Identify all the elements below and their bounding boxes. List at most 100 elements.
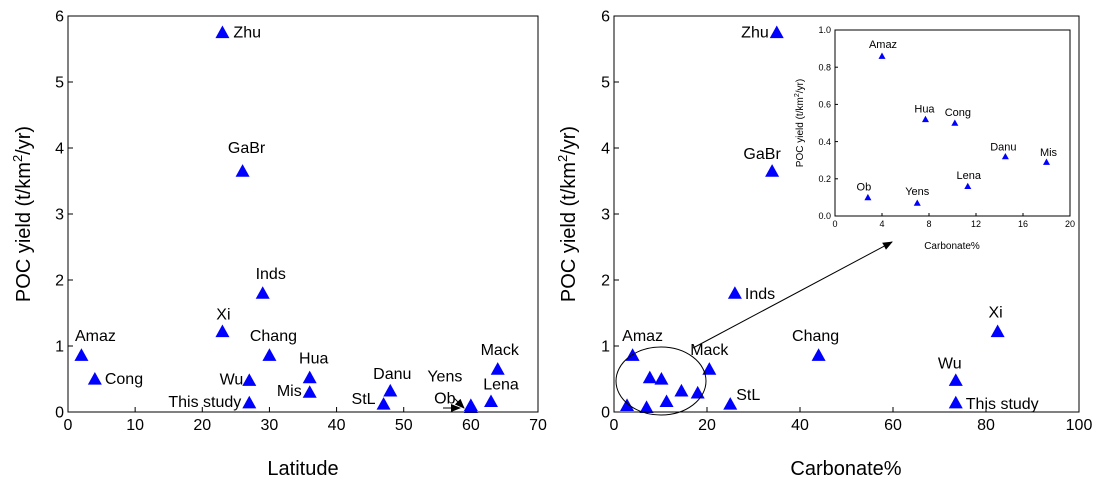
data-point-label: Lena <box>957 170 982 182</box>
plot-frame <box>834 29 1071 217</box>
y-axis-label-post: /yr) <box>13 126 35 155</box>
x-tick-label: 60 <box>884 417 902 434</box>
data-point-marker <box>1043 158 1050 165</box>
data-point-label: Hua <box>299 351 328 368</box>
x-tick-label: 10 <box>126 417 144 434</box>
data-point-label: Zhu <box>233 25 261 42</box>
data-point-label: Amaz <box>75 328 116 345</box>
y-tick-label: 0.8 <box>818 62 831 72</box>
y-tick-label: 4 <box>55 141 64 158</box>
x-tick-label: 40 <box>791 417 809 434</box>
data-point-marker <box>639 400 654 413</box>
data-point-marker <box>727 286 742 299</box>
y-axis-label-pre: POC yield (t/km <box>558 162 580 302</box>
data-point-label: Wu <box>220 371 244 388</box>
x-axis-label: Latitude <box>267 458 338 480</box>
data-point-marker <box>964 182 972 190</box>
data-point-label: Mack <box>690 342 729 359</box>
data-point-marker <box>913 199 921 206</box>
data-point-marker <box>659 394 674 408</box>
y-tick-label: 6 <box>55 9 64 26</box>
y-tick-label: 0 <box>601 405 610 422</box>
data-point-marker <box>87 372 102 385</box>
y-tick-label: 2 <box>55 273 64 290</box>
data-point-label: Ob <box>434 390 455 407</box>
data-point-label: This study <box>168 394 241 411</box>
x-tick-label: 50 <box>395 417 413 434</box>
y-tick-label: 0 <box>55 405 64 422</box>
data-point-marker <box>215 324 230 338</box>
data-point-label: GaBr <box>743 146 781 163</box>
data-point-label: Cong <box>945 107 971 119</box>
inset-chart: 0 4 8 12 16 20 0.0 0.2 0.4 0.6 0.8 1.0 Amaz Hua Cong… <box>794 25 1075 252</box>
x-tick-label: 0 <box>832 219 837 229</box>
data-point-marker <box>302 370 317 384</box>
data-point-label: Yens <box>905 186 930 198</box>
data-point-marker <box>769 25 784 39</box>
data-point-marker <box>765 164 780 177</box>
y-tick-label: 2 <box>601 273 610 290</box>
data-point-marker <box>642 370 657 384</box>
x-tick-label: 20 <box>1065 219 1075 229</box>
x-tick-label: 0 <box>64 417 73 434</box>
y-axis-label-post: /yr) <box>795 79 806 93</box>
data-point-marker <box>690 385 705 399</box>
y-tick-label: 0.6 <box>818 100 831 110</box>
data-point-marker <box>921 115 929 123</box>
x-tick-label: 30 <box>261 417 279 434</box>
x-axis-label: Carbonate% <box>790 458 901 480</box>
x-tick-label: 16 <box>1018 219 1028 229</box>
x-tick-label: 20 <box>698 417 716 434</box>
data-point-marker <box>654 372 669 385</box>
data-point-label: Chang <box>250 328 297 345</box>
data-point-marker <box>376 397 391 410</box>
cluster-ellipse <box>615 346 707 416</box>
data-point-label: Amaz <box>869 39 897 51</box>
x-tick-label: 70 <box>529 417 547 434</box>
data-point-marker <box>215 25 230 39</box>
data-point-marker <box>74 348 89 361</box>
plot-frame <box>613 15 1080 413</box>
y-axis-label: POC yield (t/km2/yr) <box>794 79 806 167</box>
data-point-marker <box>1001 152 1009 160</box>
y-tick-label: 4 <box>601 141 610 158</box>
data-point-label: Lena <box>483 376 519 393</box>
data-point-marker <box>674 383 689 397</box>
data-point-label: Danu <box>373 366 411 383</box>
x-tick-label: 40 <box>328 417 346 434</box>
x-tick-label: 100 <box>1066 417 1093 434</box>
y-tick-label: 1 <box>601 339 610 356</box>
data-point-label: Danu <box>990 141 1016 153</box>
data-point-label: Inds <box>745 286 775 303</box>
y-axis-label-sup: 2 <box>10 155 25 162</box>
yens-leader-arrow <box>453 397 465 409</box>
y-tick-label: 0.0 <box>818 211 831 221</box>
data-point-label: Cong <box>105 371 143 388</box>
data-point-label: Inds <box>256 266 286 283</box>
data-point-label: GaBr <box>228 140 266 157</box>
x-tick-label: 60 <box>462 417 480 434</box>
x-tick-label: 0 <box>610 417 619 434</box>
x-axis-label: Carbonate% <box>924 241 980 252</box>
x-tick-label: 20 <box>193 417 211 434</box>
data-point-label: Hua <box>914 103 935 115</box>
data-point-label: Mis <box>1040 147 1058 159</box>
x-tick-label: 80 <box>977 417 995 434</box>
data-point-marker <box>484 394 498 408</box>
zoom-arrow <box>692 241 893 349</box>
y-tick-label: 6 <box>601 9 610 26</box>
latitude-chart: 0 10 20 30 40 50 60 70 0 1 2 3 4 5 6 Zhu GaBr Inds Xi Ama… <box>10 9 547 480</box>
data-point-marker <box>990 324 1005 338</box>
y-tick-label: 3 <box>55 207 64 224</box>
y-tick-label: 5 <box>601 75 610 92</box>
y-axis-label-post: /yr) <box>558 126 580 155</box>
y-tick-label: 1.0 <box>818 25 831 35</box>
data-point-label: Amaz <box>622 328 663 345</box>
data-point-label: Xi <box>216 306 230 323</box>
data-point-label: StL <box>736 387 760 404</box>
data-point-marker <box>383 383 398 397</box>
y-axis-label: POC yield (t/km2/yr) <box>555 126 580 302</box>
y-tick-label: 0.2 <box>818 174 831 184</box>
data-point-marker <box>262 348 277 361</box>
